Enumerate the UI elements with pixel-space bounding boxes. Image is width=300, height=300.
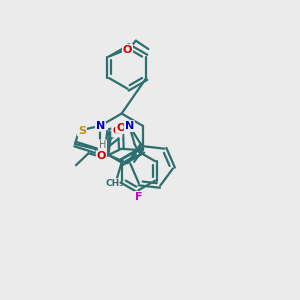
Text: O: O [112,127,122,136]
Text: N: N [125,121,134,131]
Text: CH₃: CH₃ [106,179,124,188]
Text: S: S [78,126,86,136]
Text: O: O [97,151,106,161]
Text: N: N [96,121,105,131]
Text: O: O [123,45,132,55]
Text: H: H [99,140,106,150]
Text: O: O [116,123,125,133]
Text: F: F [135,192,142,202]
